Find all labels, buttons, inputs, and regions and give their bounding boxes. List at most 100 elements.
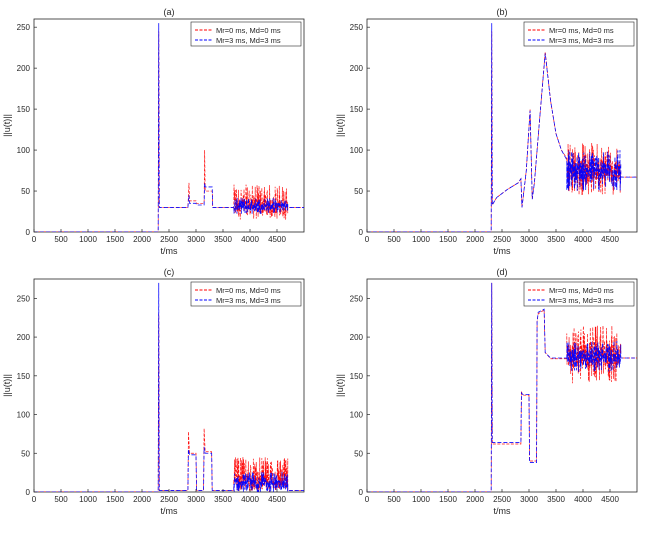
x-tick-label: 4000 <box>241 235 259 244</box>
y-tick-label: 50 <box>21 187 30 196</box>
series-line-2 <box>367 282 637 492</box>
x-axis-label: t/ms <box>161 506 178 516</box>
x-axis-label: t/ms <box>161 246 178 256</box>
x-tick-label: 0 <box>365 495 370 504</box>
x-tick-label: 500 <box>54 495 68 504</box>
y-tick-label: 50 <box>354 449 363 458</box>
x-tick-label: 3500 <box>547 495 565 504</box>
y-tick-label: 100 <box>17 146 31 155</box>
x-tick-label: 500 <box>387 235 401 244</box>
plot-area <box>33 278 305 493</box>
x-tick-label: 3000 <box>520 495 538 504</box>
chart-d: 0 500 1000 1500 2000 2500 3000 3500 4000 4500 0 50 1… <box>335 267 638 516</box>
x-tick-label: 2000 <box>133 495 151 504</box>
x-tick-label: 4500 <box>268 495 286 504</box>
plot-area <box>366 278 638 493</box>
x-tick-label: 3500 <box>214 495 232 504</box>
legend-label: Mr=3 ms, Md=3 ms <box>549 36 614 45</box>
series-line-2 <box>34 282 304 492</box>
y-axis-label: ||u(t)|| <box>2 114 12 137</box>
y-tick-label: 50 <box>354 187 363 196</box>
series-group <box>367 23 637 232</box>
x-tick-label: 3500 <box>547 235 565 244</box>
x-tick-label: 1500 <box>106 495 124 504</box>
legend-label: Mr=0 ms, Md=0 ms <box>216 26 281 35</box>
y-tick-label: 0 <box>26 228 31 237</box>
series-line-2 <box>34 23 304 232</box>
plot-area <box>366 18 638 233</box>
x-tick-label: 2500 <box>160 235 178 244</box>
y-tick-label: 150 <box>17 105 31 114</box>
legend-label: Mr=3 ms, Md=3 ms <box>216 296 281 305</box>
y-tick-label: 200 <box>17 333 31 342</box>
series-group <box>367 282 637 492</box>
x-tick-label: 4500 <box>268 235 286 244</box>
series-group <box>34 23 304 232</box>
legend-label: Mr=3 ms, Md=3 ms <box>216 36 281 45</box>
x-tick-label: 3500 <box>214 235 232 244</box>
legend-box <box>523 21 635 47</box>
y-tick-label: 100 <box>17 411 31 420</box>
y-tick-label: 200 <box>350 333 364 342</box>
y-axis-label: ||u(t)|| <box>335 374 345 397</box>
plot-area <box>33 18 305 233</box>
y-tick-label: 200 <box>17 64 31 73</box>
x-axis-label: t/ms <box>494 246 511 256</box>
y-tick-label: 250 <box>17 23 31 32</box>
chart-title: (b) <box>497 7 508 17</box>
y-tick-label: 250 <box>350 294 364 303</box>
y-tick-label: 150 <box>350 372 364 381</box>
y-axis-label: ||u(t)|| <box>335 114 345 137</box>
x-tick-label: 1000 <box>412 235 430 244</box>
x-axis-label: t/ms <box>494 506 511 516</box>
legend-label: Mr=3 ms, Md=3 ms <box>549 296 614 305</box>
x-tick-label: 2000 <box>466 495 484 504</box>
y-tick-label: 100 <box>350 146 364 155</box>
chart-title: (c) <box>164 267 175 277</box>
x-tick-label: 1000 <box>79 495 97 504</box>
x-tick-label: 0 <box>32 495 37 504</box>
y-tick-label: 200 <box>350 64 364 73</box>
legend-box <box>190 21 302 47</box>
chart-c: 0 500 1000 1500 2000 2500 3000 3500 4000 4500 0 50 1… <box>2 267 305 516</box>
chart-title: (a) <box>164 7 175 17</box>
x-tick-label: 4000 <box>574 495 592 504</box>
x-tick-label: 500 <box>387 495 401 504</box>
y-tick-label: 50 <box>21 449 30 458</box>
chart-b: 0 500 1000 1500 2000 2500 3000 3500 4000 4500 0 50 1… <box>335 7 638 256</box>
legend-box <box>190 281 302 307</box>
series-group <box>34 282 304 492</box>
x-tick-label: 1500 <box>106 235 124 244</box>
x-tick-label: 2000 <box>466 235 484 244</box>
x-tick-label: 1500 <box>439 495 457 504</box>
x-tick-label: 4000 <box>241 495 259 504</box>
y-tick-label: 150 <box>350 105 364 114</box>
x-tick-label: 4500 <box>601 235 619 244</box>
series-line-2 <box>367 23 637 232</box>
y-tick-label: 0 <box>359 228 364 237</box>
x-tick-label: 2500 <box>493 235 511 244</box>
x-tick-label: 500 <box>54 235 68 244</box>
x-tick-label: 1500 <box>439 235 457 244</box>
x-tick-label: 0 <box>365 235 370 244</box>
legend-label: Mr=0 ms, Md=0 ms <box>549 26 614 35</box>
x-tick-label: 1000 <box>79 235 97 244</box>
y-axis-label: ||u(t)|| <box>2 374 12 397</box>
x-tick-label: 3000 <box>520 235 538 244</box>
y-tick-label: 250 <box>17 294 31 303</box>
series-line-1 <box>367 282 637 492</box>
x-tick-label: 1000 <box>412 495 430 504</box>
y-tick-label: 100 <box>350 411 364 420</box>
chart-a: 0 500 1000 1500 2000 2500 3000 3500 4000 4500 0 50 1… <box>2 7 305 256</box>
x-tick-label: 4500 <box>601 495 619 504</box>
x-tick-label: 2500 <box>160 495 178 504</box>
x-tick-label: 4000 <box>574 235 592 244</box>
x-tick-label: 0 <box>32 235 37 244</box>
x-tick-label: 2000 <box>133 235 151 244</box>
y-tick-label: 150 <box>17 372 31 381</box>
x-tick-label: 3000 <box>187 235 205 244</box>
